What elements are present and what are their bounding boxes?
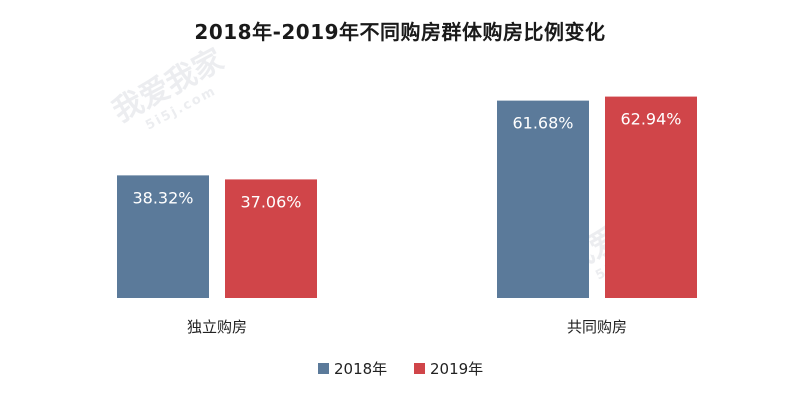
category-label: 共同购房 [567,318,627,336]
data-label: 38.32% [132,188,193,207]
bar-1-2 [497,100,589,299]
legend-label: 2019年 [430,360,483,378]
legend-swatch [318,363,329,374]
legend-label: 2018年 [334,360,387,378]
category-label: 独立购房 [187,318,247,336]
bar-2-2 [605,96,697,298]
data-label: 61.68% [512,114,573,133]
legend-swatch [414,363,425,374]
data-label: 62.94% [620,110,681,129]
bar-2-1 [225,179,317,298]
data-label: 37.06% [240,192,301,211]
bar-1-1 [117,175,209,298]
chart-title: 2018年-2019年不同购房群体购房比例变化 [194,20,606,44]
